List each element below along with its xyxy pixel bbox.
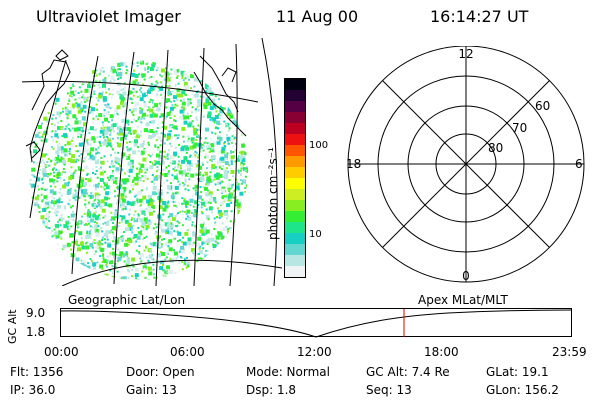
mlat-label-60: 60 (535, 99, 550, 113)
time-label: 16:14:27 UT (430, 7, 529, 26)
dsp-value: Dsp: 1.8 (246, 383, 297, 397)
geo-latitude: GLat: 19.1 (486, 365, 549, 379)
time-tick-0000: 00:00 (44, 345, 79, 359)
gc-altitude: GC Alt: 7.4 Re (366, 365, 450, 379)
mlt-label-12: 12 (458, 47, 473, 61)
mlt-label-0: 0 (462, 269, 470, 283)
mlt-label-18: 18 (346, 157, 361, 171)
altitude-curve (60, 309, 573, 338)
gain-value: Gain: 13 (126, 383, 177, 397)
ip-value: IP: 36.0 (10, 383, 56, 397)
door-status: Door: Open (126, 365, 195, 379)
time-tick-1800: 18:00 (424, 345, 459, 359)
altitude-timeline-plot (60, 308, 573, 338)
gc-alt-max: 9.0 (26, 306, 46, 320)
colorbar-unit-label: photon cm⁻²s⁻¹ (266, 147, 280, 240)
mlat-label-80: 80 (488, 141, 503, 155)
apex-mlat-mlt-label: Apex MLat/MLT (418, 293, 508, 307)
mlat-label-70: 70 (512, 121, 527, 135)
aurora-emission-layer (28, 60, 248, 280)
colorbar-tick-100: 100 (309, 140, 329, 151)
geo-longitude: GLon: 156.2 (486, 383, 559, 397)
time-tick-2359: 23:59 (552, 345, 587, 359)
colorbar (284, 78, 306, 278)
svg-text:GC Alt: GC Alt (6, 309, 19, 344)
instrument-title: Ultraviolet Imager (36, 7, 181, 26)
colorbar-tick-10: 10 (309, 229, 322, 240)
time-tick-0600: 06:00 (170, 345, 205, 359)
mlt-label-6: 6 (575, 157, 583, 171)
polar-mlat-mlt-plot: 12 18 6 0 60 70 80 (346, 46, 585, 283)
flight-number: Flt: 1356 (10, 365, 64, 379)
sequence-number: Seq: 13 (366, 383, 412, 397)
lat-lon-grid (22, 38, 283, 286)
gc-alt-min: 1.8 (26, 325, 46, 339)
date-label: 11 Aug 00 (276, 7, 359, 26)
polar-diagonal-2 (382, 80, 550, 248)
gc-alt-axis-label: GC Alt (6, 309, 19, 344)
geographic-image-map (22, 38, 283, 286)
svg-text:photon cm⁻²s⁻¹: photon cm⁻²s⁻¹ (266, 147, 280, 240)
geo-lat-lon-label: Geographic Lat/Lon (68, 293, 186, 307)
time-tick-1200: 12:00 (297, 345, 332, 359)
mode-status: Mode: Normal (246, 365, 330, 379)
